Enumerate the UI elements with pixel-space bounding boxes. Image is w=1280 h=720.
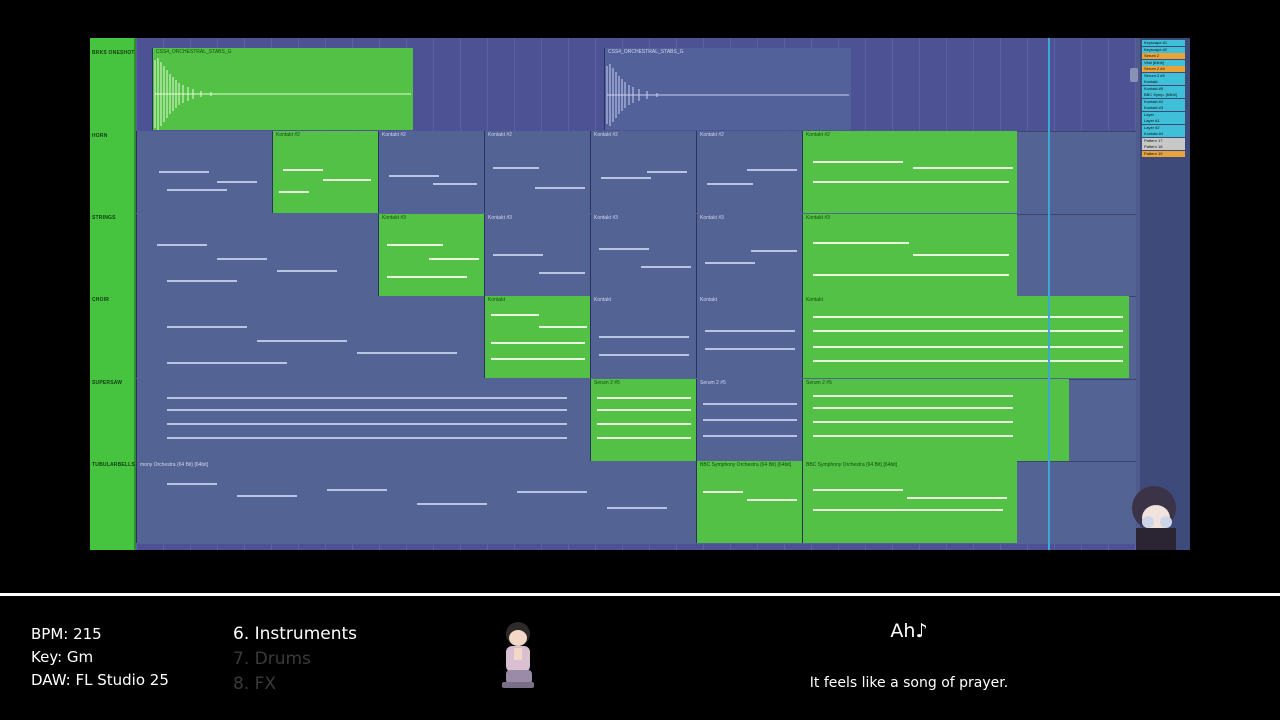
clip-choir[interactable]: Kontakt — [802, 296, 1129, 378]
pattern-item[interactable]: Kontakt #5 — [1142, 85, 1185, 92]
bpm-label: BPM: 215 — [31, 625, 102, 643]
section-drums: 7. Drums — [233, 649, 311, 669]
section-fx: 8. FX — [233, 674, 277, 694]
track-name-strings[interactable]: STRINGS — [92, 215, 116, 221]
pattern-item[interactable]: Keyscape #1 — [1142, 40, 1185, 46]
clip-horn[interactable]: Kontakt #2 — [802, 131, 1017, 213]
pattern-item[interactable]: Serum 2 — [1142, 53, 1185, 59]
waveform-icon — [154, 58, 411, 130]
pattern-item[interactable]: Layer — [1142, 111, 1185, 118]
daw-label: DAW: FL Studio 25 — [31, 671, 169, 689]
lyric-line-2: It feels like a song of prayer. — [809, 675, 1009, 691]
pattern-item[interactable]: Kontakt #2 — [1142, 98, 1185, 105]
playhead[interactable] — [1048, 38, 1050, 550]
clip-oneshot-stab-2[interactable]: CSS4_ORCHESTRAL_STABS_G — [604, 48, 851, 130]
pattern-item[interactable]: Layer #2 — [1142, 124, 1185, 131]
clip-horn[interactable]: Kontakt #2 — [272, 131, 379, 213]
clip-horn[interactable]: Kontakt #2 — [696, 131, 803, 213]
clip-supersaw[interactable] — [136, 379, 591, 461]
pattern-item[interactable]: Vital [64bit] — [1142, 59, 1185, 66]
chibi-avatar-icon — [1132, 486, 1176, 550]
pattern-item[interactable]: Serum 2 #5 — [1142, 72, 1185, 79]
clip-strings[interactable]: Kontakt #3 — [802, 214, 1017, 296]
track-name-brks-oneshot[interactable]: BRKS ONESHOT — [92, 50, 135, 56]
track-name-choir[interactable]: CHOIR — [92, 297, 110, 303]
clip-choir[interactable]: Kontakt — [484, 296, 591, 378]
clip-choir[interactable]: Kontakt — [696, 296, 803, 378]
clip-choir[interactable]: Kontakt — [590, 296, 697, 378]
clip-oneshot-stab-1[interactable]: CSS4_ORCHESTRAL_STABS_G — [152, 48, 413, 130]
pattern-list: Keyscape #1 Keyscape #2 Serum 2 Vital [6… — [1142, 40, 1185, 157]
clip-tubularbells[interactable]: mony Orchestra (64 Bit) [64bit] — [136, 461, 697, 543]
daw-playlist: BRKS ONESHOT HORN STRINGS CHOIR SUPERSAW… — [90, 38, 1190, 550]
key-label: Key: Gm — [31, 648, 94, 666]
clip-supersaw[interactable]: Serum 2 #5 — [696, 379, 803, 461]
clip-tubularbells[interactable]: BBC Symphony Orchestra (64 Bit) [64bit] — [802, 461, 1017, 543]
section-instruments: 6. Instruments — [233, 624, 358, 644]
track-name-horn[interactable]: HORN — [92, 133, 108, 139]
clip-horn[interactable] — [136, 131, 273, 213]
pattern-item[interactable]: Kontakt — [1142, 79, 1185, 85]
clip-horn[interactable]: Kontakt #2 — [378, 131, 485, 213]
clip-strings[interactable]: Kontakt #3 — [696, 214, 803, 296]
divider-line — [0, 593, 1280, 596]
clip-strings[interactable]: Kontakt #3 — [484, 214, 591, 296]
pattern-item[interactable]: Pattern 17 — [1142, 137, 1185, 144]
waveform-icon — [606, 64, 849, 126]
pattern-item[interactable]: Kontakt #4 — [1142, 131, 1185, 137]
pattern-item[interactable]: BBC Symp. [64bit] — [1142, 92, 1185, 98]
clip-tubularbells[interactable]: BBC Symphony Orchestra (64 Bit) [64bit] — [696, 461, 803, 543]
pattern-item[interactable]: Serum 2 #4 — [1142, 66, 1185, 72]
pattern-item[interactable]: Kontakt #3 — [1142, 105, 1185, 111]
track-name-supersaw[interactable]: SUPERSAW — [92, 380, 123, 386]
clip-strings[interactable]: Kontakt #3 — [590, 214, 697, 296]
clip-supersaw[interactable]: Serum 2 #5 — [802, 379, 1069, 461]
clip-horn[interactable]: Kontakt #2 — [590, 131, 697, 213]
praying-girl-icon — [502, 622, 534, 688]
clip-choir[interactable] — [136, 296, 485, 378]
pattern-item[interactable]: Pattern 19 — [1142, 150, 1185, 157]
track-header-column: BRKS ONESHOT HORN STRINGS CHOIR SUPERSAW… — [90, 38, 136, 550]
clip-strings[interactable] — [136, 214, 379, 296]
pattern-item[interactable]: Layer #1 — [1142, 118, 1185, 124]
clip-strings[interactable]: Kontakt #3 — [378, 214, 485, 296]
pattern-item[interactable]: Keyscape #2 — [1142, 46, 1185, 53]
playlist-scrollbar[interactable] — [1130, 68, 1138, 82]
clip-horn[interactable]: Kontakt #2 — [484, 131, 591, 213]
clip-supersaw[interactable]: Serum 2 #5 — [590, 379, 697, 461]
track-name-tubularbells[interactable]: TUBULARBELLS — [92, 462, 135, 468]
pattern-item[interactable]: Pattern 18 — [1142, 144, 1185, 150]
lyric-line-1: Ah♪ — [890, 620, 928, 642]
